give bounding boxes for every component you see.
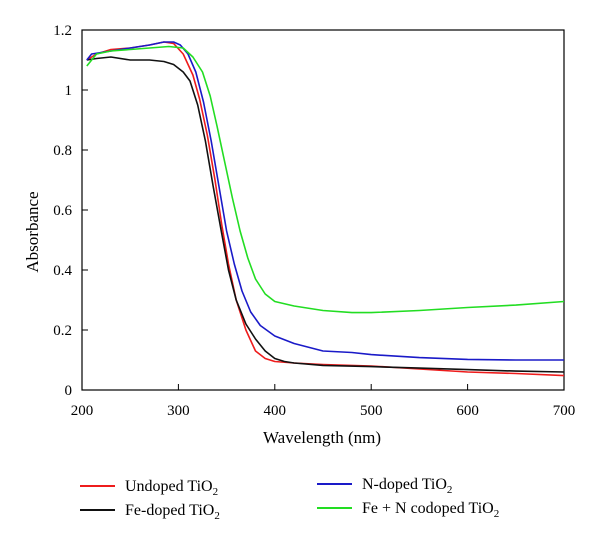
y-tick-label: 0.4 [53, 263, 72, 279]
legend-label-text: Undoped TiO [125, 478, 213, 495]
y-tick-label: 1.2 [53, 23, 72, 39]
x-tick-label: 200 [71, 403, 94, 419]
series-line-2 [86, 56, 565, 373]
plot-frame [81, 29, 565, 391]
x-tick-label: 500 [360, 403, 383, 419]
legend-label-subscript: 2 [494, 508, 500, 520]
x-tick-label: 600 [456, 403, 479, 419]
legend-label-text: N-doped TiO [362, 476, 447, 493]
legend-label-text: Fe-doped TiO [125, 502, 214, 519]
series-line-1 [86, 41, 565, 377]
y-axis-label: Absorbance [23, 191, 42, 272]
y-tick-label: 0.6 [53, 203, 72, 219]
y-tick-label: 0.2 [53, 323, 72, 339]
legend-label-subscript: 2 [447, 484, 453, 496]
legend-label-1: Undoped TiO2 [125, 478, 218, 498]
legend-label-subscript: 2 [213, 486, 219, 498]
x-axis-label: Wavelength (nm) [263, 428, 381, 447]
legend-label-text: Fe + N codoped TiO [362, 500, 494, 517]
y-tick-label: 1 [65, 83, 73, 99]
legend-label-4: Fe + N codoped TiO2 [362, 500, 499, 520]
y-tick-label: 0 [65, 383, 73, 399]
x-tick-label: 400 [264, 403, 287, 419]
legend-label-3: N-doped TiO2 [362, 476, 452, 496]
x-tick-label: 300 [167, 403, 190, 419]
x-tick-label: 700 [553, 403, 576, 419]
y-tick-label: 0.8 [53, 143, 72, 159]
series-line-4 [86, 45, 565, 314]
legend-label-subscript: 2 [214, 510, 220, 522]
series-line-3 [86, 41, 564, 361]
legend-label-2: Fe-doped TiO2 [125, 502, 220, 522]
